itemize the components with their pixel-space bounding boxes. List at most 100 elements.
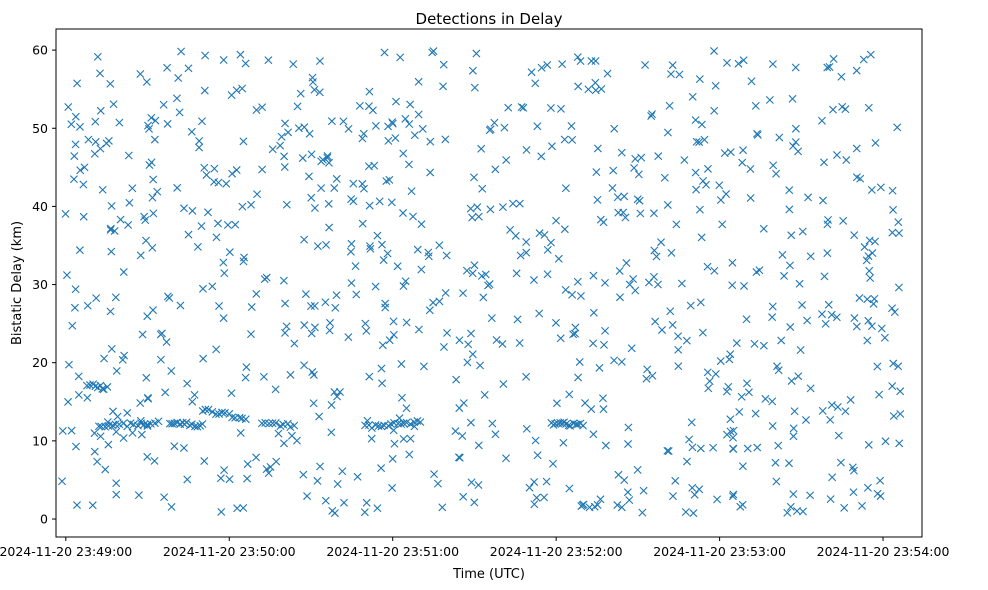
data-point bbox=[67, 120, 76, 129]
data-point bbox=[106, 225, 115, 234]
data-point bbox=[365, 242, 374, 251]
data-point bbox=[691, 168, 700, 177]
x-tick-label: 2024-11-20 23:51:00 bbox=[326, 544, 459, 559]
data-point bbox=[103, 382, 112, 391]
data-point bbox=[692, 185, 701, 194]
y-tick-label: 0 bbox=[40, 512, 48, 527]
data-point bbox=[728, 258, 737, 267]
data-point bbox=[414, 110, 423, 119]
data-point bbox=[827, 310, 836, 319]
data-point bbox=[463, 358, 472, 367]
data-point bbox=[617, 148, 626, 157]
data-point bbox=[325, 223, 334, 232]
data-point bbox=[734, 59, 743, 68]
data-point bbox=[864, 440, 873, 449]
data-point bbox=[459, 289, 467, 298]
data-point bbox=[406, 420, 415, 429]
data-point bbox=[377, 422, 386, 431]
data-point bbox=[838, 102, 847, 111]
data-point bbox=[198, 117, 206, 126]
data-point bbox=[759, 341, 768, 350]
data-point bbox=[477, 144, 486, 153]
data-point bbox=[695, 485, 704, 494]
data-point bbox=[418, 124, 427, 133]
data-point bbox=[591, 56, 600, 65]
data-point bbox=[289, 60, 298, 69]
data-point bbox=[565, 390, 574, 399]
data-point bbox=[83, 393, 92, 402]
data-point bbox=[852, 144, 861, 153]
data-point bbox=[728, 492, 737, 501]
data-point bbox=[439, 343, 448, 351]
data-point bbox=[502, 156, 511, 165]
data-point bbox=[806, 384, 815, 393]
data-point bbox=[365, 87, 374, 96]
data-point bbox=[742, 315, 751, 324]
data-point bbox=[710, 266, 719, 275]
data-point bbox=[774, 366, 783, 375]
data-point bbox=[631, 154, 640, 163]
data-point bbox=[535, 229, 544, 238]
data-point bbox=[215, 301, 224, 310]
data-point bbox=[75, 246, 84, 255]
data-point bbox=[239, 503, 248, 512]
data-point bbox=[834, 431, 843, 440]
data-point bbox=[888, 186, 897, 195]
data-point bbox=[629, 275, 638, 284]
data-point bbox=[789, 432, 798, 441]
data-point bbox=[875, 390, 884, 399]
data-point bbox=[597, 84, 606, 93]
data-point bbox=[304, 172, 313, 181]
data-point bbox=[589, 271, 598, 280]
data-point bbox=[406, 100, 415, 109]
data-point bbox=[589, 308, 598, 317]
data-point bbox=[488, 419, 497, 428]
data-point bbox=[175, 108, 184, 117]
data-point bbox=[79, 180, 88, 189]
data-point bbox=[647, 112, 656, 121]
data-point bbox=[165, 294, 174, 303]
data-point bbox=[593, 195, 602, 204]
data-point bbox=[389, 317, 398, 326]
data-point bbox=[149, 209, 158, 218]
data-point bbox=[579, 500, 588, 509]
data-point bbox=[639, 486, 648, 495]
data-point bbox=[385, 336, 394, 345]
data-point bbox=[247, 330, 256, 339]
data-point bbox=[217, 507, 226, 516]
data-point bbox=[144, 121, 153, 130]
data-point bbox=[729, 445, 738, 453]
data-point bbox=[466, 204, 475, 213]
data-point bbox=[558, 60, 567, 69]
data-point bbox=[202, 170, 211, 179]
data-point bbox=[825, 62, 834, 71]
data-point bbox=[258, 165, 267, 174]
data-point bbox=[552, 216, 561, 225]
data-point bbox=[241, 415, 250, 424]
data-point bbox=[480, 390, 489, 399]
data-point bbox=[378, 341, 387, 350]
data-point bbox=[535, 309, 544, 318]
data-point bbox=[458, 431, 467, 440]
data-point bbox=[252, 106, 261, 114]
data-point bbox=[663, 128, 672, 137]
data-point bbox=[347, 239, 356, 248]
data-point bbox=[99, 385, 108, 394]
data-point bbox=[710, 46, 719, 55]
data-point bbox=[864, 252, 873, 261]
data-point bbox=[232, 86, 241, 95]
data-point bbox=[832, 313, 841, 322]
data-point bbox=[682, 457, 691, 466]
data-point bbox=[225, 248, 234, 257]
data-point bbox=[236, 428, 245, 437]
data-point bbox=[378, 379, 387, 388]
data-point bbox=[309, 370, 318, 379]
data-point bbox=[208, 282, 217, 291]
data-point bbox=[262, 273, 271, 282]
data-point bbox=[515, 339, 524, 347]
data-point bbox=[479, 293, 488, 302]
data-point bbox=[793, 506, 801, 515]
data-point bbox=[183, 379, 192, 388]
data-point bbox=[888, 304, 897, 313]
x-tick-label: 2024-11-20 23:53:00 bbox=[653, 544, 786, 559]
